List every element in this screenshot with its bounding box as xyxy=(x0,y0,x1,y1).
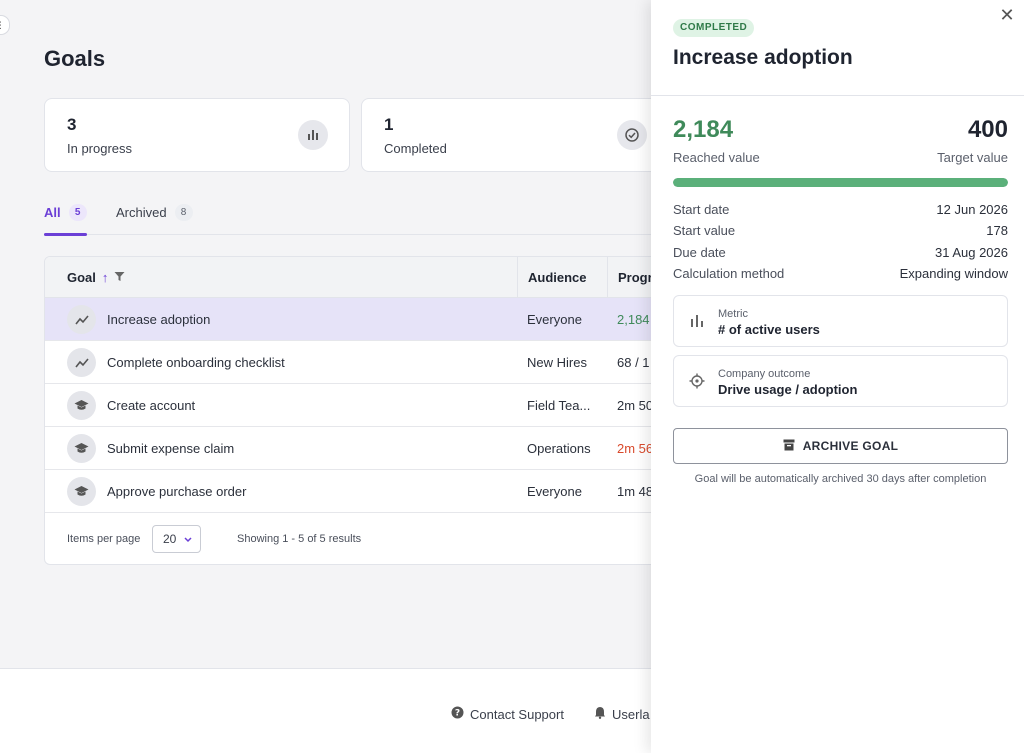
company-outcome-card[interactable]: Company outcome Drive usage / adoption xyxy=(673,355,1008,407)
graduation-cap-icon xyxy=(67,391,96,420)
stat-value: 1 xyxy=(384,115,394,134)
goal-name: Increase adoption xyxy=(107,312,211,327)
detail-value: 12 Jun 2026 xyxy=(936,202,1008,217)
check-circle-icon xyxy=(617,120,647,150)
sort-ascending-icon[interactable]: ↑ xyxy=(101,269,109,285)
svg-text:?: ? xyxy=(455,709,460,719)
detail-calculation-method: Calculation method Expanding window xyxy=(673,266,1008,281)
goal-detail-drawer: ✕ COMPLETED Increase adoption 2,184 Reac… xyxy=(651,0,1024,753)
target-value-label: Target value xyxy=(937,150,1008,165)
goal-name: Complete onboarding checklist xyxy=(107,355,285,370)
items-per-page-value: 20 xyxy=(163,532,177,546)
goal-audience: Everyone xyxy=(527,312,582,327)
status-badge: COMPLETED xyxy=(673,19,755,37)
column-header-label: Goal xyxy=(67,269,96,285)
goal-name: Create account xyxy=(107,398,196,413)
goals-tabs: All 5 Archived 8 xyxy=(44,204,744,236)
close-icon[interactable]: ✕ xyxy=(999,5,1015,25)
stat-value: 3 xyxy=(67,115,77,134)
archive-icon xyxy=(783,439,795,454)
table-row[interactable]: Increase adoption Everyone 2,184 xyxy=(45,298,743,341)
help-circle-icon: ? xyxy=(451,706,464,722)
items-per-page-label: Items per page xyxy=(67,533,141,545)
stat-label: In progress xyxy=(67,141,133,156)
goal-audience: New Hires xyxy=(527,355,587,370)
metric-card[interactable]: Metric # of active users xyxy=(673,295,1008,347)
table-row[interactable]: Submit expense claim Operations 2m 56 xyxy=(45,427,743,470)
goal-progress: 2m 50 xyxy=(617,398,654,413)
table-pagination: Items per page 20 Showing 1 - 5 of 5 res… xyxy=(45,515,743,564)
contact-support-link[interactable]: ? Contact Support xyxy=(451,706,564,722)
trend-line-icon xyxy=(67,305,96,334)
drawer-title: Increase adoption xyxy=(673,46,853,69)
detail-start-date: Start date 12 Jun 2026 xyxy=(673,202,1008,217)
items-per-page-select[interactable]: 20 xyxy=(152,525,201,553)
detail-label: Calculation method xyxy=(673,266,785,281)
goals-table: Goal ↑ Audience Progr Increase adoption … xyxy=(44,256,744,565)
results-summary: Showing 1 - 5 of 5 results xyxy=(237,533,362,545)
column-header-audience[interactable]: Audience xyxy=(517,257,607,297)
divider xyxy=(651,95,1024,96)
detail-value: 178 xyxy=(986,223,1008,238)
goal-progress: 2m 56 xyxy=(617,441,654,456)
table-row[interactable]: Complete onboarding checklist New Hires … xyxy=(45,341,743,384)
chevron-down-icon xyxy=(184,532,192,546)
detail-label: Due date xyxy=(673,245,726,260)
goal-progress: 1m 48 xyxy=(617,484,654,499)
archive-note: Goal will be automatically archived 30 d… xyxy=(694,473,987,485)
userlane-link[interactable]: Userla xyxy=(594,706,650,722)
tab-all[interactable]: All 5 xyxy=(44,204,87,236)
detail-label: Start value xyxy=(673,223,736,238)
outcome-label: Company outcome xyxy=(718,368,811,380)
metric-label: Metric xyxy=(718,308,748,320)
detail-value: Expanding window xyxy=(899,266,1008,281)
goal-progress: 2,184 xyxy=(617,312,650,327)
archive-goal-button[interactable]: ARCHIVE GOAL xyxy=(673,428,1008,464)
column-header-goal[interactable]: Goal ↑ xyxy=(67,257,125,297)
page-title: Goals xyxy=(44,46,106,71)
target-value: 400 xyxy=(967,116,1008,143)
target-crosshair-icon xyxy=(689,373,705,389)
table-row[interactable]: Create account Field Tea... 2m 50 xyxy=(45,384,743,427)
table-header: Goal ↑ Audience Progr xyxy=(45,257,743,298)
sidebar-collapse-toggle[interactable]: ⋮ xyxy=(0,15,10,35)
link-label: Contact Support xyxy=(470,706,564,722)
detail-start-value: Start value 178 xyxy=(673,223,1008,238)
outcome-value: Drive usage / adoption xyxy=(718,382,858,397)
goal-progress-bar xyxy=(673,178,1008,187)
graduation-cap-icon xyxy=(67,477,96,506)
goal-name: Submit expense claim xyxy=(107,441,235,456)
reached-value: 2,184 xyxy=(673,116,734,143)
bar-chart-icon xyxy=(689,313,705,329)
tab-count-badge: 8 xyxy=(174,204,193,221)
stat-card-in-progress: 3 In progress xyxy=(44,98,350,172)
goal-progress-bar-fill xyxy=(673,178,1008,187)
detail-label: Start date xyxy=(673,202,730,217)
link-label: Userla xyxy=(612,706,650,722)
goal-progress: 68 / 1 xyxy=(617,355,650,370)
goal-audience: Field Tea... xyxy=(527,398,591,413)
column-header-progress[interactable]: Progr xyxy=(607,257,743,297)
trend-line-icon xyxy=(67,348,96,377)
filter-icon[interactable] xyxy=(114,270,125,285)
detail-value: 31 Aug 2026 xyxy=(934,245,1008,260)
bell-icon xyxy=(594,706,606,722)
tab-count-badge: 5 xyxy=(68,204,87,221)
graduation-cap-icon xyxy=(67,434,96,463)
goal-name: Approve purchase order xyxy=(107,484,247,499)
table-row[interactable]: Approve purchase order Everyone 1m 48 xyxy=(45,470,743,513)
tab-label: All xyxy=(44,205,61,220)
stat-card-completed: 1 Completed xyxy=(361,98,671,172)
goal-audience: Operations xyxy=(527,441,591,456)
metric-value: # of active users xyxy=(718,322,820,337)
bar-chart-icon xyxy=(298,120,328,150)
tab-label: Archived xyxy=(116,205,167,220)
stat-label: Completed xyxy=(384,141,447,156)
reached-value-label: Reached value xyxy=(673,150,760,165)
detail-due-date: Due date 31 Aug 2026 xyxy=(673,245,1008,260)
tab-archived[interactable]: Archived 8 xyxy=(116,204,193,235)
archive-button-label: ARCHIVE GOAL xyxy=(802,439,899,453)
goal-audience: Everyone xyxy=(527,484,582,499)
